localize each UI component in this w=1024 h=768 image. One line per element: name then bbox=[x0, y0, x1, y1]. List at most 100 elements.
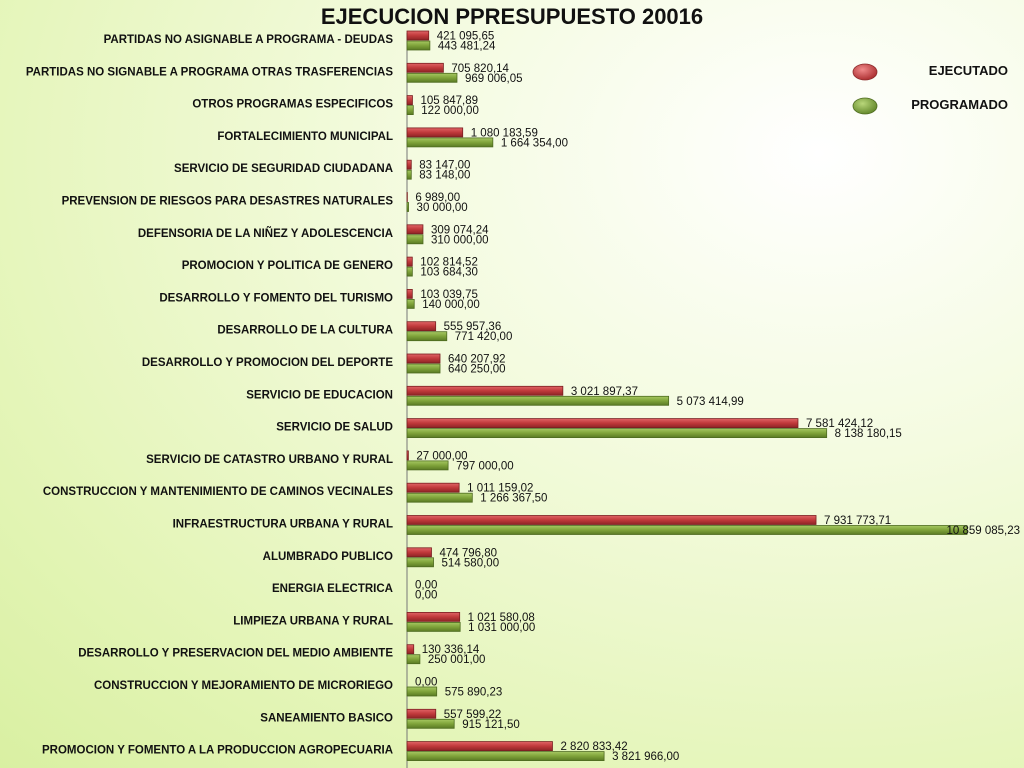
category-label: DEFENSORIA DE LA NIÑEZ Y ADOLESCENCIA bbox=[138, 227, 393, 240]
data-label-programado: 575 890,23 bbox=[445, 687, 503, 699]
category-label: SERVICIO DE SALUD bbox=[276, 422, 393, 434]
bar-programado bbox=[406, 137, 494, 148]
category-label: CONSTRUCCION Y MANTENIMIENTO DE CAMINOS … bbox=[43, 486, 393, 498]
category-label: DESARROLLO Y PROMOCION DEL DEPORTE bbox=[142, 357, 393, 369]
bar-programado bbox=[406, 72, 458, 83]
chart-title: EJECUCION PPRESUPUESTO 20016 bbox=[320, 4, 704, 29]
bar-ejecutado bbox=[406, 515, 817, 525]
bar-ejecutado bbox=[406, 644, 415, 655]
bar-programado bbox=[406, 557, 434, 568]
data-label-programado: 103 684,30 bbox=[420, 267, 478, 279]
data-label-programado: 30 000,00 bbox=[417, 202, 468, 214]
data-label-programado: 1 266 367,50 bbox=[480, 493, 547, 505]
data-label-ejecutado: 421 095,65 bbox=[437, 31, 495, 43]
data-label-ejecutado: 309 074,24 bbox=[431, 224, 489, 236]
bar-ejecutado bbox=[406, 256, 413, 267]
bar-ejecutado bbox=[406, 30, 430, 41]
category-label: DESARROLLO DE LA CULTURA bbox=[217, 325, 393, 337]
data-label-programado: 310 000,00 bbox=[431, 234, 489, 246]
data-label-ejecutado: 1 011 159,02 bbox=[467, 483, 533, 495]
data-label-ejecutado: 3 021 897,37 bbox=[571, 386, 638, 398]
bar-ejecutado bbox=[406, 224, 424, 235]
data-label-ejecutado: 102 814,52 bbox=[420, 257, 478, 269]
category-label: ALUMBRADO PUBLICO bbox=[263, 551, 393, 563]
category-label: OTROS PROGRAMAS ESPECIFICOS bbox=[192, 99, 393, 111]
category-label: PROMOCION Y FOMENTO A LA PRODUCCION AGRO… bbox=[42, 745, 393, 757]
legend-label-ejecutado: EJECUTADO bbox=[928, 63, 1008, 78]
category-label: CONSTRUCCION Y MEJORAMIENTO DE MICRORIEG… bbox=[94, 680, 393, 692]
category-label: DESARROLLO Y FOMENTO DEL TURISMO bbox=[159, 292, 393, 304]
bar-programado bbox=[406, 460, 449, 471]
data-label-ejecutado: 1 021 580,08 bbox=[468, 612, 535, 624]
bar-programado bbox=[406, 718, 455, 729]
data-label-ejecutado: 555 957,36 bbox=[444, 321, 502, 333]
data-label-ejecutado: 474 796,80 bbox=[439, 547, 497, 559]
data-label-ejecutado: 130 336,14 bbox=[422, 644, 480, 656]
data-label-programado: 8 138 180,15 bbox=[835, 428, 902, 440]
category-label: PREVENSION DE RIESGOS PARA DESASTRES NAT… bbox=[62, 196, 394, 208]
legend-label-programado: PROGRAMADO bbox=[911, 97, 1008, 112]
data-label-ejecutado: 557 599,22 bbox=[444, 709, 502, 721]
data-label-ejecutado: 83 147,00 bbox=[419, 160, 470, 172]
data-label-programado: 969 006,05 bbox=[465, 73, 523, 85]
data-label-programado: 915 121,50 bbox=[462, 719, 520, 731]
data-label-programado: 797 000,00 bbox=[456, 460, 514, 472]
data-label-programado: 771 420,00 bbox=[455, 331, 513, 343]
legend-swatch-ejecutado bbox=[852, 63, 878, 81]
bar-ejecutado bbox=[406, 418, 799, 429]
bar-programado bbox=[406, 492, 473, 503]
bar-programado bbox=[406, 751, 605, 761]
legend-item-programado: PROGRAMADO bbox=[852, 96, 1012, 118]
category-label: DESARROLLO Y PRESERVACION DEL MEDIO AMBI… bbox=[78, 648, 393, 660]
bar-programado bbox=[406, 169, 412, 180]
data-label-programado: 1 031 000,00 bbox=[468, 622, 535, 634]
bar-ejecutado bbox=[406, 127, 464, 138]
bar-programado bbox=[406, 40, 431, 51]
bar-programado bbox=[406, 428, 828, 439]
data-label-ejecutado: 1 080 183,59 bbox=[471, 127, 538, 139]
data-label-ejecutado: 640 207,92 bbox=[448, 354, 506, 366]
data-label-ejecutado: 105 847,89 bbox=[420, 95, 478, 107]
bar-programado bbox=[406, 395, 670, 406]
bar-programado bbox=[406, 202, 409, 212]
data-label-programado: 5 073 414,99 bbox=[677, 396, 744, 408]
data-label-ejecutado: 6 989,00 bbox=[415, 192, 460, 204]
data-label-programado: 250 001,00 bbox=[428, 654, 486, 666]
bar-programado bbox=[406, 266, 413, 277]
bar-ejecutado bbox=[406, 288, 413, 299]
data-label-programado: 1 664 354,00 bbox=[501, 137, 568, 149]
data-label-programado: 3 821 966,00 bbox=[612, 751, 679, 763]
bar-ejecutado bbox=[406, 353, 441, 364]
data-label-programado: 10 859 085,23 bbox=[946, 525, 1020, 537]
category-label: SANEAMIENTO BASICO bbox=[260, 712, 393, 724]
bar-programado bbox=[406, 686, 438, 697]
category-label: LIMPIEZA URBANA Y RURAL bbox=[233, 615, 393, 627]
data-label-ejecutado: 7 931 773,71 bbox=[824, 515, 891, 527]
bar-ejecutado bbox=[406, 385, 564, 396]
bar-ejecutado bbox=[406, 612, 461, 622]
data-label-ejecutado: 0,00 bbox=[415, 677, 437, 689]
legend-item-ejecutado: EJECUTADO bbox=[852, 62, 1012, 84]
category-label: SERVICIO DE EDUCACION bbox=[246, 389, 393, 401]
bar-ejecutado bbox=[406, 741, 553, 751]
bar-programado bbox=[406, 525, 968, 535]
bar-ejecutado bbox=[406, 547, 432, 558]
bar-programado bbox=[406, 622, 461, 632]
data-label-ejecutado: 0,00 bbox=[415, 580, 437, 592]
data-label-programado: 0,00 bbox=[415, 590, 437, 602]
category-label: PARTIDAS NO SIGNABLE A PROGRAMA OTRAS TR… bbox=[26, 66, 393, 78]
bar-ejecutado bbox=[406, 159, 412, 170]
data-label-programado: 443 481,24 bbox=[438, 41, 496, 53]
data-label-programado: 122 000,00 bbox=[421, 105, 479, 117]
data-label-programado: 140 000,00 bbox=[422, 299, 480, 311]
data-label-programado: 83 148,00 bbox=[419, 170, 470, 182]
bar-programado bbox=[406, 105, 414, 115]
data-label-ejecutado: 103 039,75 bbox=[420, 289, 478, 301]
category-label: FORTALECIMIENTO MUNICIPAL bbox=[217, 131, 393, 143]
bar-ejecutado bbox=[406, 708, 437, 719]
bar-programado bbox=[406, 234, 424, 245]
bar-programado bbox=[406, 654, 421, 665]
data-label-programado: 640 250,00 bbox=[448, 364, 506, 376]
category-label: SERVICIO DE CATASTRO URBANO Y RURAL bbox=[146, 454, 393, 466]
bar-ejecutado bbox=[406, 321, 437, 332]
